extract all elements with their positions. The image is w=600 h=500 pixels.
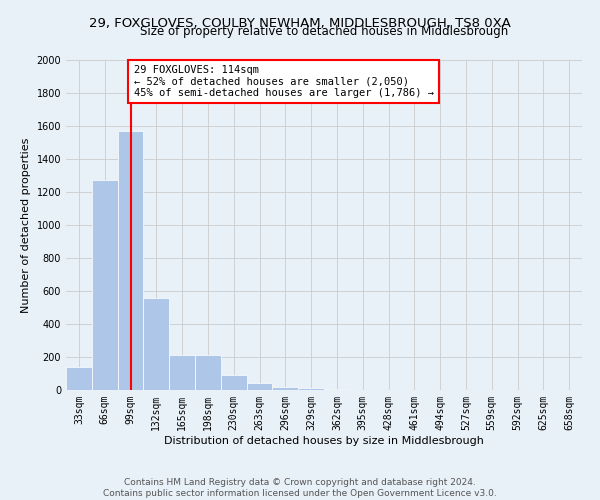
Bar (143, 298, 169, 390)
Bar (66, 367, 92, 390)
Bar (298, 388, 324, 390)
Text: Contains HM Land Registry data © Crown copyright and database right 2024.
Contai: Contains HM Land Registry data © Crown c… (103, 478, 497, 498)
Text: 29 FOXGLOVES: 114sqm
← 52% of detached houses are smaller (2,050)
45% of semi-de: 29 FOXGLOVES: 114sqm ← 52% of detached h… (134, 65, 434, 98)
Title: Size of property relative to detached houses in Middlesbrough: Size of property relative to detached ho… (140, 25, 508, 38)
Bar (118, 131, 143, 390)
Bar (92, 180, 118, 390)
Text: 29, FOXGLOVES, COULBY NEWHAM, MIDDLESBROUGH, TS8 0XA: 29, FOXGLOVES, COULBY NEWHAM, MIDDLESBRO… (89, 18, 511, 30)
Bar (169, 354, 195, 390)
Bar (272, 386, 298, 390)
Y-axis label: Number of detached properties: Number of detached properties (21, 138, 31, 312)
Bar (221, 375, 247, 390)
X-axis label: Distribution of detached houses by size in Middlesbrough: Distribution of detached houses by size … (164, 436, 484, 446)
Bar (195, 354, 221, 390)
Bar (247, 382, 272, 390)
Bar (324, 389, 350, 390)
